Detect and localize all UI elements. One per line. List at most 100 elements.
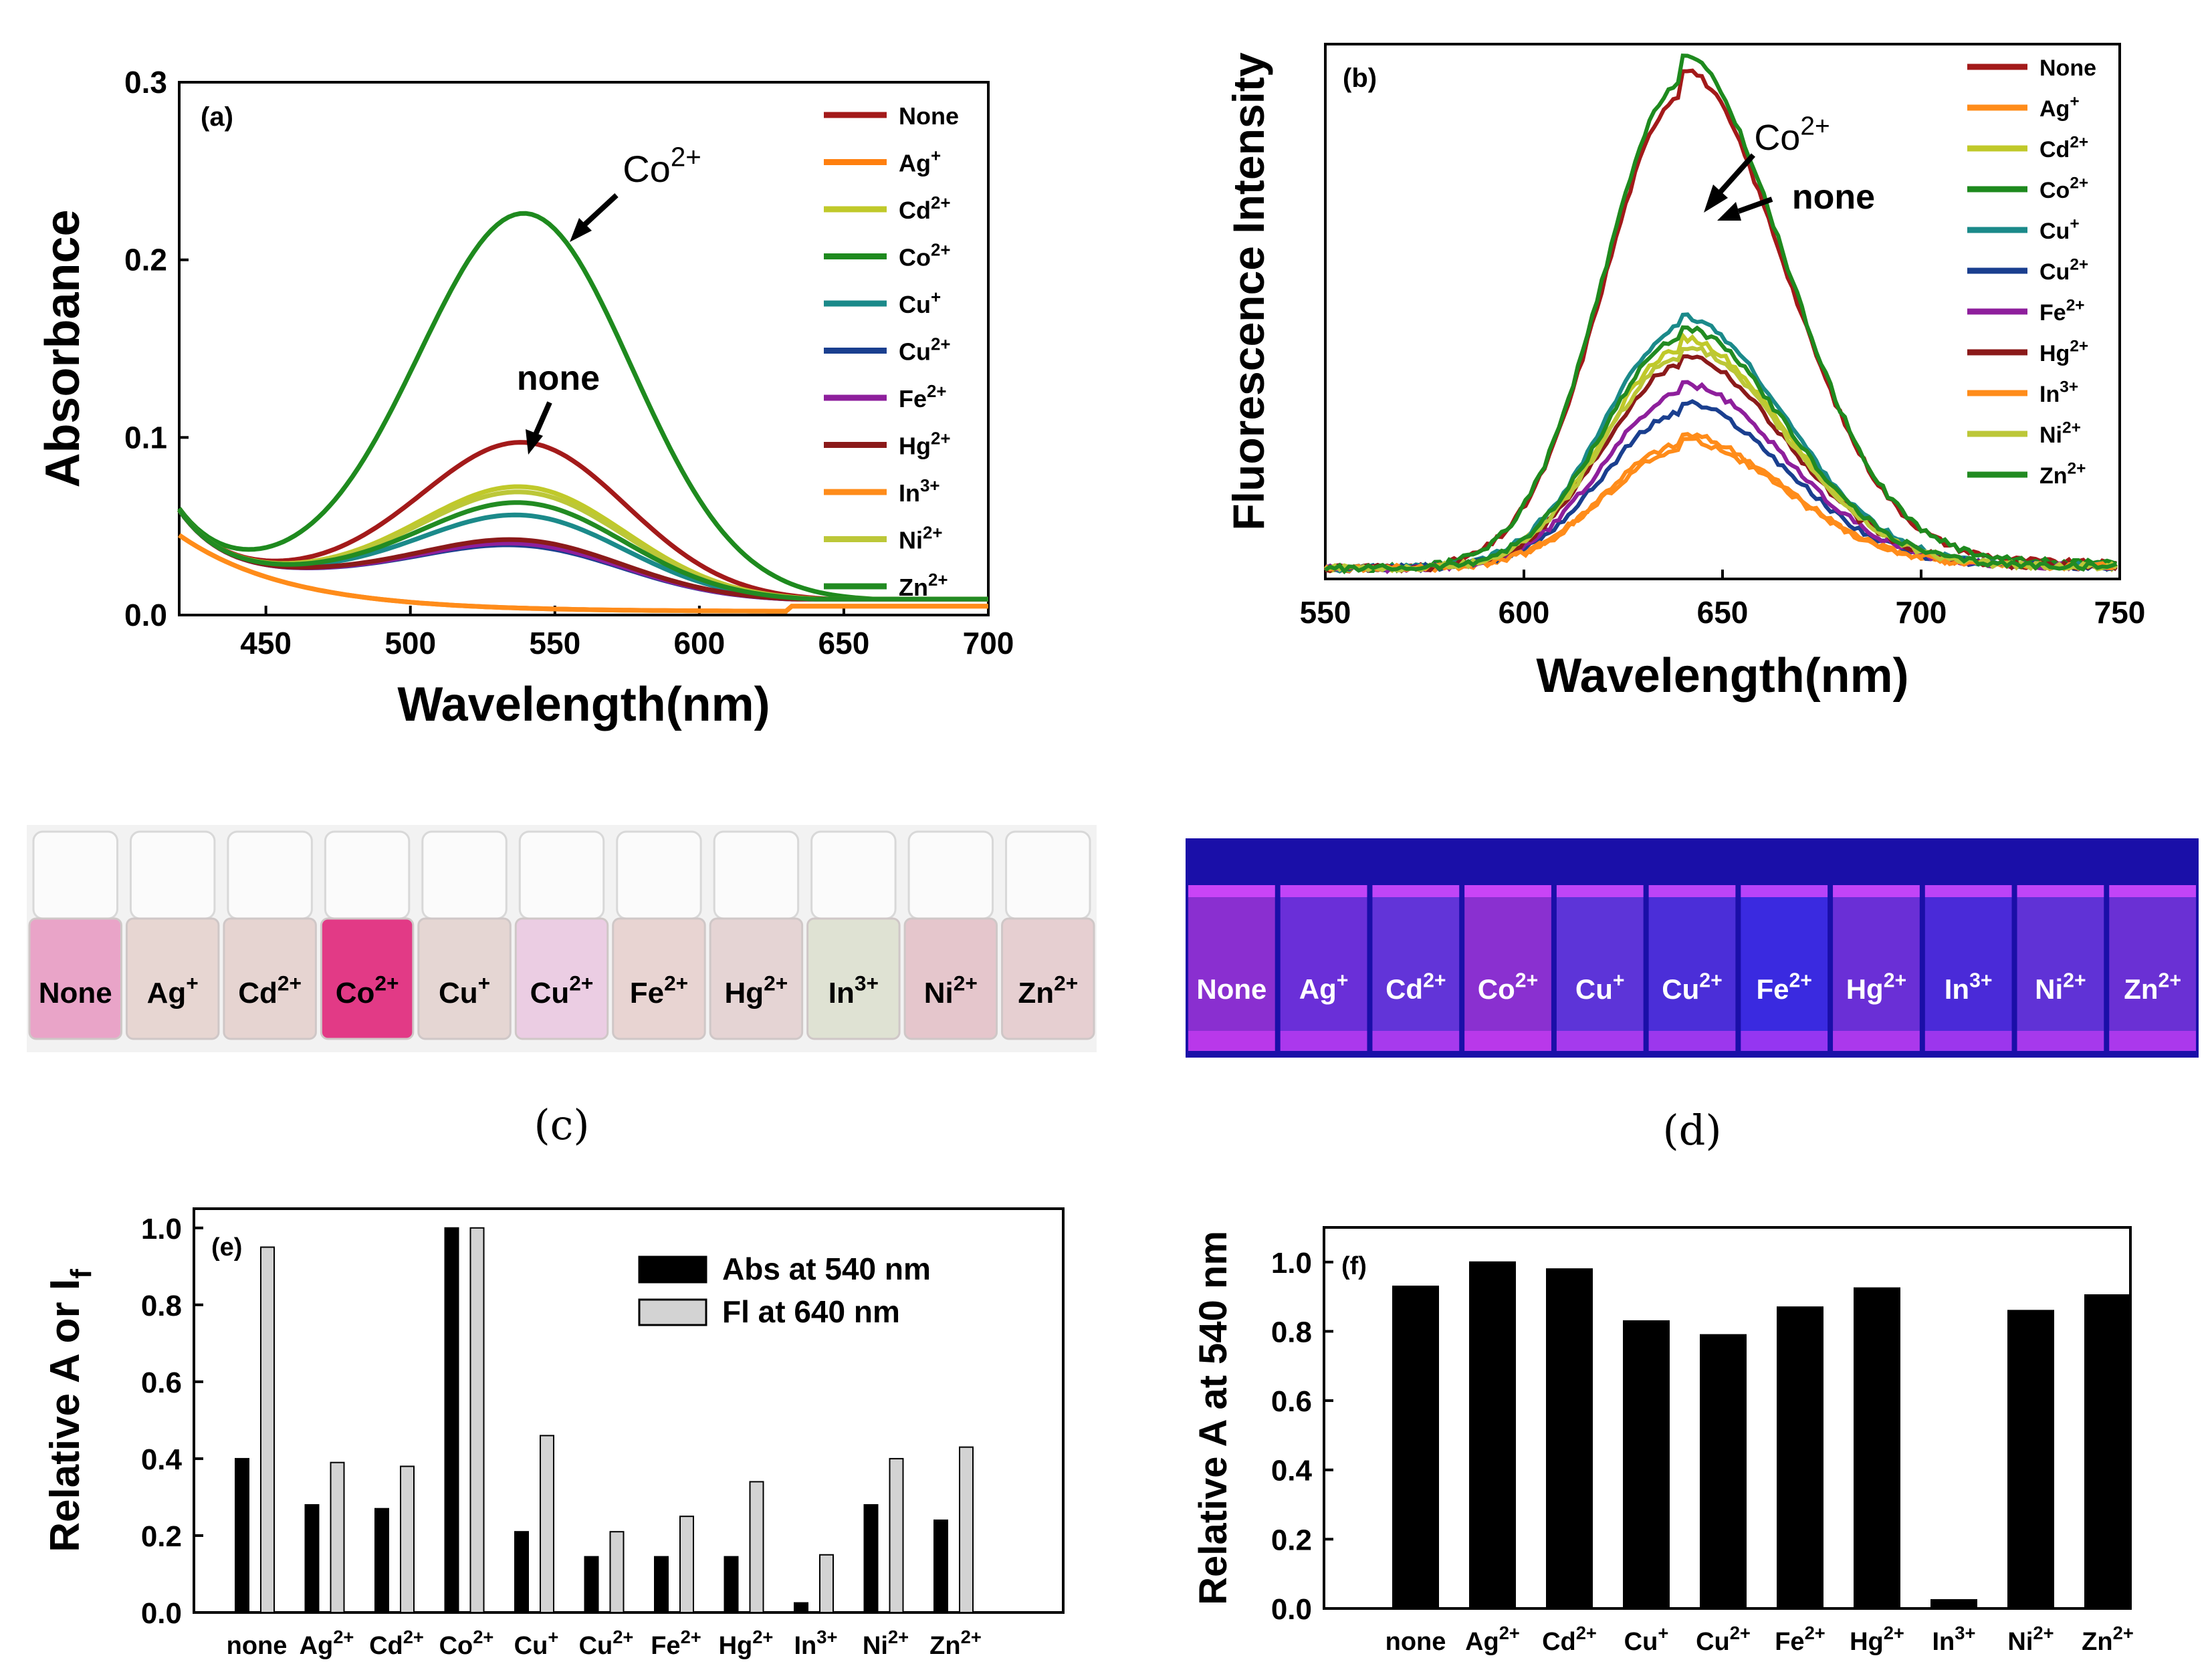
bar-fl: [819, 1554, 834, 1614]
vial-label: Co2+: [1478, 969, 1538, 1005]
bar-fl: [959, 1446, 974, 1614]
y-tick-label: 0.0: [1271, 1593, 1312, 1626]
vial-cap: [616, 830, 702, 920]
fluorescence-chart: 550 600 650 700 750 Wavelength(nm) Fluorescenc…: [1224, 43, 2145, 703]
annotation-none: none: [1792, 178, 1875, 217]
vial-label: Hg2+: [725, 971, 788, 1009]
panel-label: (b): [1343, 64, 1377, 93]
vial: Co2+: [320, 830, 415, 1040]
bar-abs: [1469, 1261, 1516, 1610]
vial-body: [223, 917, 317, 1040]
vial-cap: [518, 830, 605, 920]
vial-label: Fe2+: [630, 971, 688, 1009]
legend-swatch: [638, 1255, 707, 1284]
vial-label: Zn2+: [2124, 969, 2181, 1005]
legend-label: Cd2+: [2039, 134, 2088, 162]
annotation-co: Co2+: [623, 141, 701, 190]
vial-body: [2109, 885, 2196, 1051]
x-category-label: none: [227, 1632, 288, 1660]
x-category-label: Hg2+: [719, 1627, 774, 1660]
vial: Ni2+: [2017, 885, 2104, 1051]
bar-abs: [863, 1504, 879, 1614]
annotation-arrow: [1718, 153, 1755, 195]
y-tick-label: 0.6: [1271, 1385, 1312, 1418]
x-category-label: Zn2+: [929, 1627, 982, 1660]
y-axis-label: Absorbance: [36, 209, 90, 487]
vial-label: Cd2+: [238, 971, 302, 1009]
x-category-label: In3+: [1932, 1623, 1976, 1656]
vial-meniscus: [1280, 885, 1367, 897]
vial: Fe2+: [1741, 885, 1828, 1051]
legend-label: Abs at 540 nm: [722, 1251, 931, 1286]
bar-abs: [304, 1504, 320, 1614]
bar-abs: [374, 1508, 389, 1614]
vial-glow: [2017, 1031, 2104, 1051]
legend-label: Hg2+: [899, 429, 951, 459]
x-tick-label: 600: [673, 626, 725, 661]
vial-cap: [810, 830, 897, 920]
vial-body: [709, 917, 804, 1040]
vial-body: [1372, 885, 1460, 1051]
series-line-4: [1325, 53, 2118, 574]
x-category-label: Cu2+: [1696, 1623, 1751, 1656]
vial-body: [903, 917, 998, 1040]
vial-cap: [227, 830, 313, 920]
vial-glow: [1924, 1031, 2012, 1051]
x-category-label: Hg2+: [1850, 1623, 1904, 1656]
legend-label: In3+: [899, 477, 940, 507]
bar-abs: [444, 1227, 459, 1614]
legend-label: Fl at 640 nm: [722, 1294, 900, 1329]
series-line-11: [1324, 325, 2118, 575]
annotation-arrowhead: [570, 218, 592, 242]
annotation-co: Co2+: [1754, 112, 1830, 158]
vial-cap: [32, 830, 118, 920]
vial-label: Hg2+: [1846, 969, 1906, 1005]
bar-abs: [1392, 1286, 1439, 1610]
vial: Zn2+: [1001, 830, 1095, 1040]
vial-body: [1280, 885, 1367, 1051]
y-tick-label: 0.8: [141, 1290, 182, 1322]
legend-label: Cu+: [899, 288, 941, 318]
legend-label: Ni2+: [899, 523, 943, 554]
y-tick-label: 0.2: [141, 1520, 182, 1553]
vial-body: [806, 917, 901, 1040]
vial: Hg2+: [1833, 885, 1920, 1051]
legend-label: Cu2+: [899, 335, 951, 365]
vial-meniscus: [1372, 885, 1460, 897]
vial-label: Cd2+: [1386, 969, 1446, 1005]
x-category-label: Fe2+: [1775, 1623, 1826, 1656]
relative-bar-chart-f: 0.0 0.2 0.4 0.6 0.8 1.0 none Ag2+ Cd2+ Cu+ Cu2+ Fe2…: [1192, 1226, 2134, 1656]
vial-label: In3+: [828, 971, 879, 1009]
x-category-label: Co2+: [439, 1627, 494, 1660]
vial-label: None: [39, 977, 112, 1009]
vial: Cu+: [1556, 885, 1644, 1051]
y-tick-label: 0.0: [124, 598, 167, 632]
legend-label: Ni2+: [2039, 419, 2081, 448]
legend-label: Ag+: [2039, 93, 2080, 122]
bar-abs: [235, 1457, 249, 1614]
legend-label: Cd2+: [899, 194, 951, 224]
vial: Cu2+: [514, 830, 609, 1040]
annotation-arrowhead: [1704, 185, 1728, 213]
vial-body: [1001, 917, 1095, 1040]
absorbance-chart: 450 500 550 600 650 700 0.0 0.1 0.2 0.3 Wavelength…: [36, 65, 1014, 731]
vial-glow: [1648, 1031, 1736, 1051]
vial-body: [320, 917, 415, 1040]
vial: Fe2+: [612, 830, 706, 1040]
plot-frame: [178, 81, 990, 616]
vial-label: Fe2+: [1756, 969, 1812, 1005]
vial: Cd2+: [1372, 885, 1460, 1051]
vial: Zn2+: [2109, 885, 2196, 1051]
panel-caption: (c): [534, 1100, 589, 1149]
x-category-label: none: [1386, 1628, 1446, 1656]
vial-label: In3+: [1945, 969, 1993, 1005]
bar-abs: [724, 1556, 739, 1614]
vial: Co2+: [1464, 885, 1551, 1051]
vial-cap: [129, 830, 216, 920]
y-tick-label: 0.2: [1271, 1524, 1312, 1556]
vial-body: [1464, 885, 1551, 1051]
vial-label: Zn2+: [1018, 971, 1078, 1009]
bar-abs: [2084, 1294, 2131, 1609]
vial-glow: [1833, 1031, 1920, 1051]
